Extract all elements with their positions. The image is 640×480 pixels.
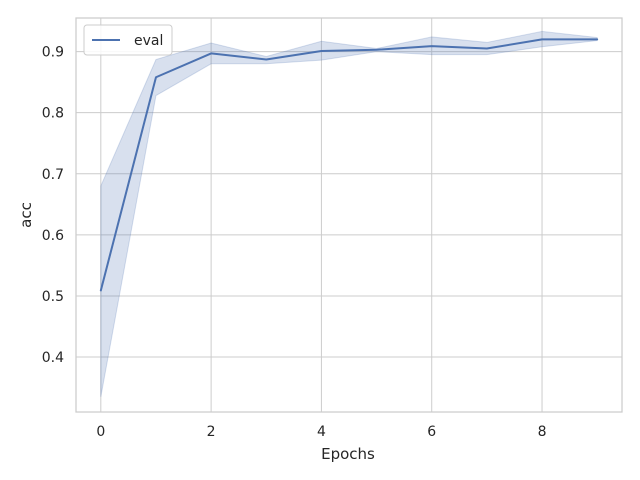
- y-tick-label: 0.9: [42, 45, 64, 61]
- legend-label-eval: eval: [134, 33, 163, 49]
- x-tick-label: 4: [317, 424, 326, 440]
- y-tick-label: 0.7: [42, 167, 64, 183]
- y-tick-label: 0.6: [42, 228, 64, 244]
- y-tick-labels: 0.4 0.5 0.6 0.7 0.8 0.9: [42, 45, 64, 366]
- x-gridlines: [100, 18, 543, 412]
- legend-box: [83, 24, 173, 56]
- x-tick-labels: 0 2 4 6 8: [96, 424, 546, 440]
- confidence-band-eval: [100, 30, 598, 397]
- x-tick-label: 0: [96, 424, 105, 440]
- plot-background: [76, 18, 622, 412]
- x-tick-label: 2: [207, 424, 216, 440]
- y-axis-label: acc: [17, 202, 35, 228]
- x-axis-label: Epochs: [321, 445, 375, 463]
- x-tick-label: 8: [538, 424, 547, 440]
- series-line-eval: [99, 38, 599, 292]
- legend: eval: [83, 24, 173, 56]
- y-tick-label: 0.8: [42, 106, 64, 122]
- x-tick-label: 6: [427, 424, 436, 440]
- y-tick-label: 0.5: [42, 289, 64, 305]
- plot-frame: [75, 17, 623, 413]
- y-tick-label: 0.4: [42, 350, 64, 366]
